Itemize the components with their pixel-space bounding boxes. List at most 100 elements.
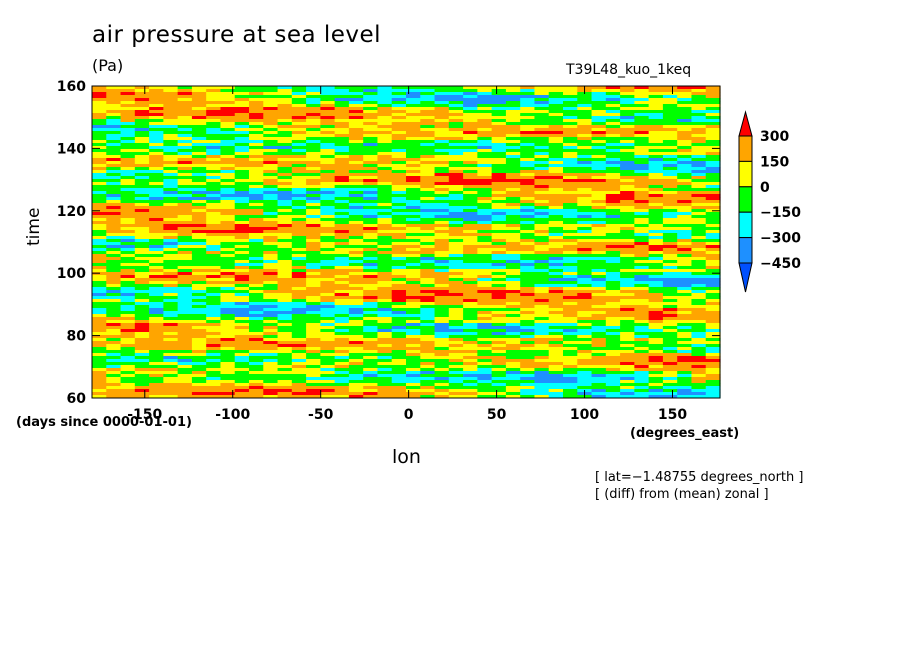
heatmap-cell [548,359,564,363]
heatmap-cell [391,128,407,132]
heatmap-cell [491,314,507,318]
heatmap-cell [520,215,536,219]
heatmap-cell [505,221,521,225]
heatmap-cell [477,221,493,225]
heatmap-cell [163,389,179,393]
heatmap-cell [491,317,507,321]
heatmap-cell [277,281,293,285]
heatmap-cell [577,272,593,276]
heatmap-cell [277,392,293,396]
heatmap-cell [106,260,122,264]
x-tick-label: -150 [127,407,162,423]
heatmap-cell [548,182,564,186]
heatmap-cell [505,287,521,291]
heatmap-cell [448,191,464,195]
heatmap-cell [149,113,164,117]
heatmap-cell [120,158,136,162]
heatmap-cell [191,164,207,168]
heatmap-cell [134,215,150,219]
heatmap-cell [406,299,421,303]
heatmap-cell [106,224,122,228]
heatmap-cell [477,179,493,183]
x-axis-ticks: -150 -100 -50 0 50 100 150 [127,86,687,423]
heatmap-cell [363,131,379,135]
heatmap-cell [605,353,621,357]
heatmap-cell [191,113,207,117]
heatmap-cell [92,323,107,327]
heatmap-cell [491,329,507,333]
heatmap-cell [163,221,179,225]
heatmap-cell [705,374,721,378]
heatmap-cell [106,329,122,333]
heatmap-cell [263,188,279,192]
heatmap-cell [662,152,678,156]
heatmap-cell [249,155,264,159]
heatmap-cell [406,389,421,393]
heatmap-cell [377,89,393,93]
heatmap-cell [163,116,179,120]
heatmap-cell [548,221,564,225]
heatmap-cell [691,182,707,186]
heatmap-cell [620,89,635,93]
heatmap-cell [220,362,236,366]
heatmap-cell [348,350,364,354]
heatmap-cell [620,362,635,366]
heatmap-cell [263,233,279,237]
heatmap-cell [249,320,264,324]
heatmap-cell [277,344,293,348]
heatmap-cell [220,167,236,171]
heatmap-cell [491,278,507,282]
heatmap-cell [377,206,393,210]
heatmap-cell [591,161,607,165]
heatmap-cell [691,257,707,261]
heatmap-cell [191,197,207,201]
heatmap-cell [677,335,693,339]
heatmap-cell [577,350,593,354]
annotation-diff: [ (diff) from (mean) zonal ] [595,487,769,502]
heatmap-cell [691,371,707,375]
heatmap-cell [434,98,450,102]
heatmap-cell [334,389,350,393]
heatmap-cell [191,254,207,258]
heatmap-cell [563,350,578,354]
heatmap-cell [334,299,350,303]
heatmap-cell [477,95,493,99]
heatmap-cell [406,359,421,363]
heatmap-cell [263,356,279,360]
heatmap-cell [520,287,536,291]
heatmap-cell [377,212,393,216]
heatmap-cell [477,227,493,231]
heatmap-cell [391,359,407,363]
heatmap-cell [448,320,464,324]
heatmap-cell [620,368,635,372]
heatmap-cell [620,350,635,354]
heatmap-cell [648,86,664,90]
heatmap-cell [520,113,536,117]
heatmap-cell [306,368,321,372]
heatmap-cell [620,179,635,183]
heatmap-cell [377,179,393,183]
heatmap-cell [120,92,136,96]
heatmap-cell [563,368,578,372]
heatmap-cell [520,281,536,285]
heatmap-cell [448,374,464,378]
heatmap-cell [691,338,707,342]
heatmap-cell [277,224,293,228]
heatmap-cell [406,338,421,342]
heatmap-cell [434,242,450,246]
heatmap-cell [591,314,607,318]
heatmap-cell [106,194,122,198]
heatmap-cell [191,134,207,138]
heatmap-cell [520,98,536,102]
heatmap-cell [306,350,321,354]
heatmap-cell [106,365,122,369]
heatmap-cell [477,257,493,261]
heatmap-cell [191,170,207,174]
heatmap-cell [677,224,693,228]
heatmap-cell [463,293,478,297]
heatmap-cell [563,161,578,165]
heatmap-cell [420,149,436,153]
heatmap-cell [334,230,350,234]
heatmap-cell [177,191,193,195]
heatmap-cell [149,260,164,264]
